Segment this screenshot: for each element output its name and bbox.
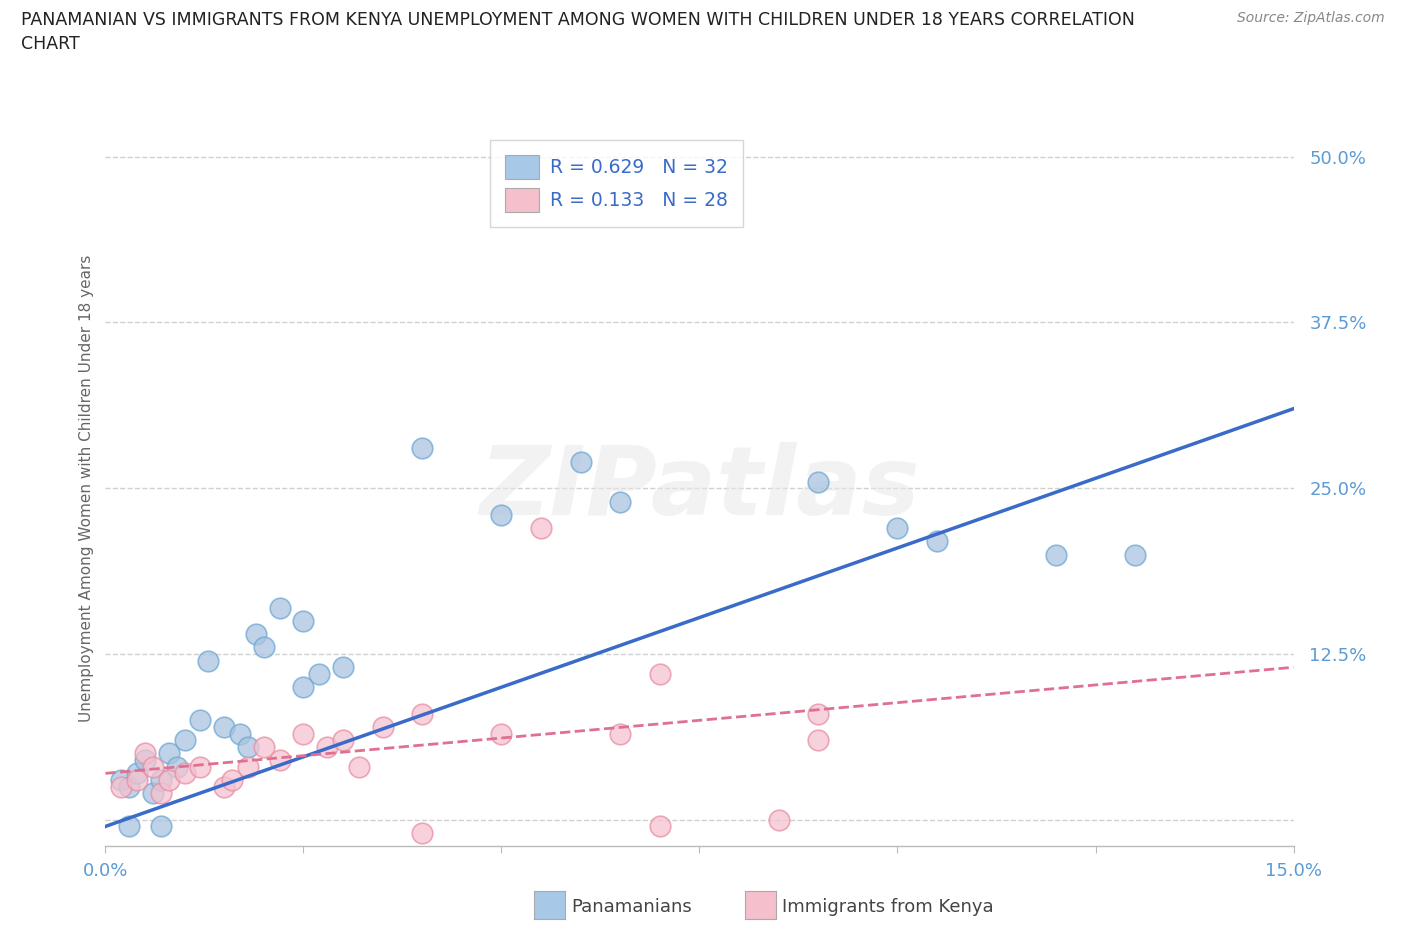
Point [173, 733, 195, 748]
Point [142, 759, 165, 774]
Point [214, 779, 236, 794]
Point [221, 773, 243, 788]
Point [134, 752, 156, 767]
Point [269, 600, 291, 615]
Point [149, 773, 172, 788]
Point [609, 494, 631, 509]
Point [886, 521, 908, 536]
Point [491, 508, 513, 523]
Point [316, 739, 339, 754]
Point [807, 733, 830, 748]
Point [269, 752, 291, 767]
Y-axis label: Unemployment Among Women with Children Under 18 years: Unemployment Among Women with Children U… [79, 255, 94, 722]
Point [190, 713, 212, 728]
Point [236, 759, 259, 774]
Point [308, 667, 330, 682]
Point [1123, 547, 1146, 562]
Point [807, 474, 830, 489]
Point [411, 706, 433, 721]
Point [253, 739, 276, 754]
Point [925, 534, 948, 549]
Point [292, 680, 315, 695]
Point [157, 746, 180, 761]
Point [609, 726, 631, 741]
Point [127, 773, 149, 788]
Point [190, 759, 212, 774]
Text: Panamanians: Panamanians [571, 897, 692, 916]
Point [292, 726, 315, 741]
Point [807, 706, 830, 721]
Legend: R = 0.629   N = 32, R = 0.133   N = 28: R = 0.629 N = 32, R = 0.133 N = 28 [489, 140, 742, 227]
Point [110, 779, 132, 794]
Point [118, 819, 141, 834]
Point [1045, 547, 1067, 562]
Point [149, 819, 172, 834]
Point [530, 521, 553, 536]
Point [149, 786, 172, 801]
Text: PANAMANIAN VS IMMIGRANTS FROM KENYA UNEMPLOYMENT AMONG WOMEN WITH CHILDREN UNDER: PANAMANIAN VS IMMIGRANTS FROM KENYA UNEM… [21, 11, 1135, 29]
Point [253, 640, 276, 655]
Point [371, 720, 394, 735]
Point [347, 759, 370, 774]
Point [245, 627, 267, 642]
Point [648, 819, 671, 834]
Point [197, 653, 219, 668]
Point [157, 773, 180, 788]
Point [569, 454, 592, 469]
Point [110, 773, 132, 788]
Point [491, 726, 513, 741]
Point [292, 614, 315, 629]
Point [332, 660, 354, 675]
Point [127, 766, 149, 781]
Text: Source: ZipAtlas.com: Source: ZipAtlas.com [1237, 11, 1385, 25]
Point [214, 720, 236, 735]
Point [142, 786, 165, 801]
Text: CHART: CHART [21, 35, 80, 53]
Point [134, 746, 156, 761]
Point [118, 779, 141, 794]
Text: Immigrants from Kenya: Immigrants from Kenya [782, 897, 994, 916]
Point [332, 733, 354, 748]
Point [768, 812, 790, 827]
Text: ZIPatlas: ZIPatlas [479, 442, 920, 535]
Point [173, 766, 195, 781]
Point [411, 441, 433, 456]
Point [229, 726, 252, 741]
Point [648, 667, 671, 682]
Point [166, 759, 188, 774]
Point [236, 739, 259, 754]
Point [411, 826, 433, 841]
